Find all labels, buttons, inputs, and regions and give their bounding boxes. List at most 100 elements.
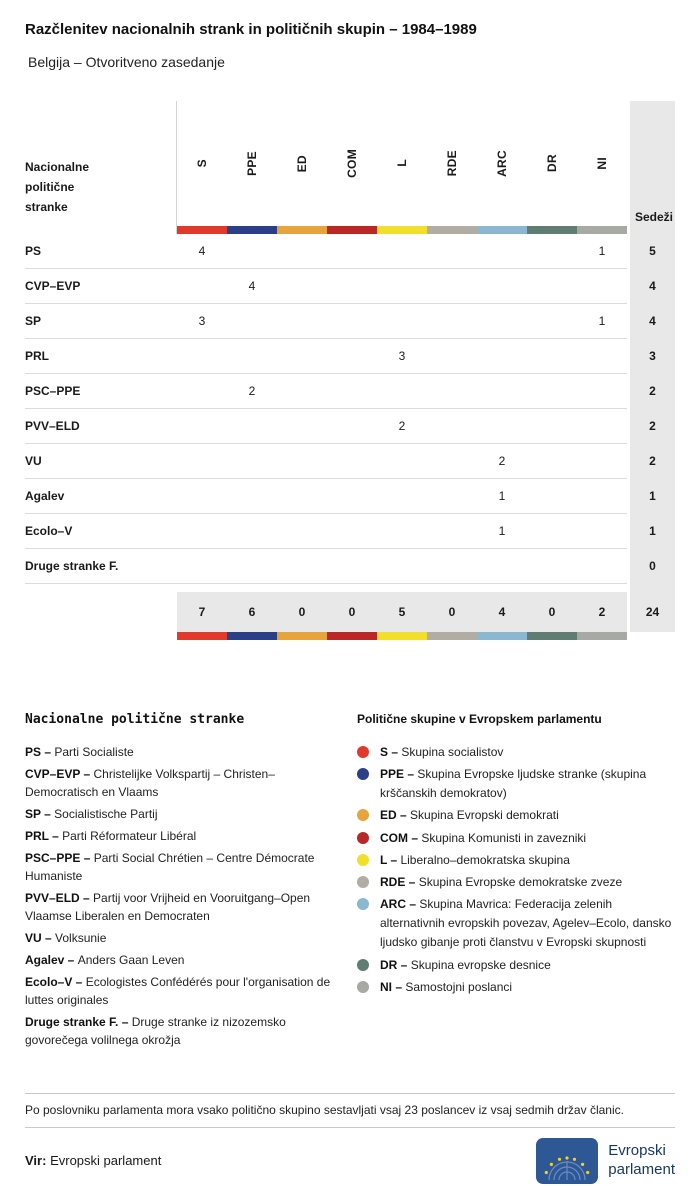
footnote: Po poslovniku parlamenta mora vsako poli… xyxy=(25,1092,675,1128)
european-parliament-logo-icon xyxy=(536,1137,599,1184)
group-header-label: S xyxy=(195,159,209,168)
party-column-header-text: Nacionalne politične stranke xyxy=(25,160,90,214)
party-legend-item: Druge stranke F. – Druge stranke iz nizo… xyxy=(25,1013,333,1049)
value-cell xyxy=(177,444,227,479)
group-header-label: COM xyxy=(345,148,359,178)
value-cell xyxy=(377,479,427,514)
value-cell xyxy=(227,304,277,339)
party-name: PVV–ELD xyxy=(25,409,177,444)
value-cell xyxy=(327,409,377,444)
value-cell xyxy=(427,339,477,374)
group-header-S: S xyxy=(177,101,227,226)
value-cell xyxy=(277,339,327,374)
value-cell: 1 xyxy=(477,514,527,549)
value-cell xyxy=(477,374,527,409)
party-name: CVP–EVP xyxy=(25,269,177,304)
value-cell xyxy=(477,409,527,444)
total-value: 0 xyxy=(427,591,477,632)
value-cell xyxy=(327,339,377,374)
spacer xyxy=(25,584,177,592)
total-value: 0 xyxy=(327,591,377,632)
value-cell xyxy=(477,234,527,269)
group-color-band-S xyxy=(177,225,227,234)
value-cell xyxy=(527,339,577,374)
group-header-label: NI xyxy=(595,156,609,170)
value-cell xyxy=(277,514,327,549)
party-description: Parti Réformateur Libéral xyxy=(62,828,197,843)
value-cell xyxy=(277,234,327,269)
group-header-DR: DR xyxy=(527,101,577,226)
spacer xyxy=(527,584,577,592)
value-cell: 2 xyxy=(477,444,527,479)
total-value: 6 xyxy=(227,591,277,632)
group-header-label: DR xyxy=(545,154,559,173)
value-cell: 4 xyxy=(177,234,227,269)
party-description: Druge stranke iz nizozemsko govorečega v… xyxy=(25,1014,286,1047)
group-legend-item: RDE – Skupina Evropske demokratske zveze xyxy=(357,873,675,892)
party-legend-item: Agalev – Anders Gaan Leven xyxy=(25,951,333,969)
total-value: 0 xyxy=(527,591,577,632)
spacer xyxy=(427,584,477,592)
seats-value: 5 xyxy=(627,233,675,269)
group-description: Skupina Komunisti in zavezniki xyxy=(421,830,587,845)
party-code: CVP–EVP – xyxy=(25,766,94,781)
legend-parties-list: PS – Parti Socialiste CVP–EVP – Christeli… xyxy=(25,743,333,1049)
bottom-band-end xyxy=(627,632,675,640)
group-header-RDE: RDE xyxy=(427,101,477,226)
group-legend-text: PPE – Skupina Evropske ljudske stranke (… xyxy=(380,765,675,803)
group-legend-text: ED – Skupina Evropski demokrati xyxy=(380,806,675,825)
value-cell xyxy=(327,304,377,339)
value-cell xyxy=(277,444,327,479)
value-cell xyxy=(477,269,527,304)
value-cell xyxy=(277,374,327,409)
group-legend-item: ED – Skupina Evropski demokrati xyxy=(357,806,675,825)
band-spacer xyxy=(25,225,177,234)
value-cell xyxy=(477,339,527,374)
source-label: Vir: xyxy=(25,1153,47,1169)
group-header-PPE: PPE xyxy=(227,101,277,226)
group-description: Liberalno–demokratska skupina xyxy=(400,852,570,867)
value-cell xyxy=(177,269,227,304)
group-color-band-ARC xyxy=(477,225,527,234)
value-cell xyxy=(277,479,327,514)
party-legend-item: PRL – Parti Réformateur Libéral xyxy=(25,827,333,845)
party-legend-item: PSC–PPE – Parti Social Chrétien – Centre… xyxy=(25,849,333,885)
group-color-dot-COM xyxy=(357,831,369,844)
value-cell xyxy=(427,374,477,409)
value-cell xyxy=(177,479,227,514)
party-name: VU xyxy=(25,444,177,479)
group-header-label: RDE xyxy=(445,150,459,177)
party-legend-item: PS – Parti Socialiste xyxy=(25,743,333,761)
group-color-band-bottom-PPE xyxy=(227,631,277,640)
value-cell xyxy=(577,374,627,409)
value-cell xyxy=(327,234,377,269)
group-color-band-bottom-RDE xyxy=(427,631,477,640)
party-description: Christelijke Volkspartij – Christen–Demo… xyxy=(25,766,275,799)
value-cell xyxy=(377,549,427,584)
seats-total: 24 xyxy=(627,591,675,632)
party-group-table: Nacionalne politične stranke S PPE ED COM L RD… xyxy=(25,100,675,640)
group-description: Skupina Evropske ljudske stranke (skupin… xyxy=(380,766,647,801)
group-legend-item: S – Skupina socialistov xyxy=(357,743,675,762)
group-legend-text: NI – Samostojni poslanci xyxy=(380,978,675,997)
value-cell: 3 xyxy=(177,304,227,339)
seats-header-label: Sedeži xyxy=(635,209,674,224)
value-cell xyxy=(427,269,477,304)
value-cell xyxy=(377,514,427,549)
value-cell: 2 xyxy=(377,409,427,444)
party-code: PS – xyxy=(25,744,55,759)
party-code: SP – xyxy=(25,806,55,821)
group-code: RDE – xyxy=(380,874,419,889)
spacer xyxy=(577,584,627,592)
total-value: 2 xyxy=(577,591,627,632)
group-code: L – xyxy=(380,852,401,867)
value-cell xyxy=(327,374,377,409)
group-legend-text: DR – Skupina evropske desnice xyxy=(380,956,675,975)
group-code: PPE – xyxy=(380,766,418,781)
value-cell xyxy=(277,304,327,339)
ep-logo-text-line2: parlament xyxy=(608,1160,675,1178)
party-code: Agalev – xyxy=(25,952,78,967)
value-cell xyxy=(177,549,227,584)
group-code: S – xyxy=(380,744,402,759)
